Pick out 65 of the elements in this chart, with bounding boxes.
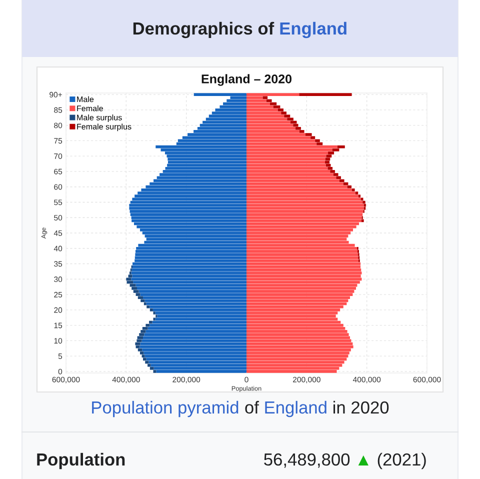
text: Demographics of xyxy=(133,22,274,38)
bar xyxy=(144,302,146,306)
text: ▲ xyxy=(358,455,368,466)
text: England xyxy=(265,400,326,418)
text: (2021) xyxy=(378,452,426,470)
bar xyxy=(136,293,140,296)
bar xyxy=(336,176,341,180)
bar xyxy=(333,173,338,176)
bar xyxy=(328,166,333,170)
bar xyxy=(358,194,361,198)
bar xyxy=(352,188,355,192)
bar xyxy=(146,305,150,308)
bar xyxy=(150,308,153,312)
bar xyxy=(278,108,284,112)
bar xyxy=(149,320,152,324)
bar xyxy=(347,185,352,188)
text: England xyxy=(280,22,346,38)
bar xyxy=(142,326,148,330)
bar xyxy=(143,358,146,361)
bar xyxy=(361,219,364,222)
bar xyxy=(330,170,335,173)
text: of xyxy=(245,400,259,414)
bar xyxy=(315,139,320,142)
bar xyxy=(284,114,290,118)
bar xyxy=(326,154,332,158)
bar xyxy=(128,274,132,278)
bar xyxy=(325,158,330,161)
bar xyxy=(136,339,142,342)
bar xyxy=(153,370,156,373)
bar xyxy=(362,200,366,204)
text: Population pyramid xyxy=(92,400,238,418)
bar xyxy=(133,290,139,293)
bar xyxy=(262,96,268,100)
bar xyxy=(296,126,301,130)
legend-label: Female surplus xyxy=(77,124,132,132)
bar xyxy=(142,354,145,358)
text: Population xyxy=(37,452,125,470)
bar xyxy=(138,296,144,300)
bar xyxy=(140,352,144,354)
chart-title: England – 2020 xyxy=(202,74,292,86)
bar xyxy=(299,130,304,133)
legend-label: Male surplus xyxy=(77,114,122,122)
bar xyxy=(140,299,145,302)
bar xyxy=(135,342,140,346)
text: in 2020 xyxy=(334,400,389,414)
bar xyxy=(299,93,352,96)
bar xyxy=(273,105,280,108)
legend-label: Female xyxy=(77,105,103,112)
bar xyxy=(139,333,144,336)
bar xyxy=(150,366,154,370)
bar xyxy=(146,324,150,327)
bar xyxy=(339,179,344,182)
legend-label: Male xyxy=(77,96,94,102)
text: 56,489,800 xyxy=(264,453,350,468)
bar xyxy=(305,133,312,136)
bar xyxy=(140,330,146,333)
bar xyxy=(137,336,144,340)
bar xyxy=(126,278,132,281)
bar xyxy=(148,364,151,367)
bar xyxy=(287,118,294,121)
bar xyxy=(355,192,358,194)
bar xyxy=(136,345,140,348)
bar xyxy=(138,348,142,352)
bar xyxy=(281,112,287,114)
bar xyxy=(132,286,137,290)
